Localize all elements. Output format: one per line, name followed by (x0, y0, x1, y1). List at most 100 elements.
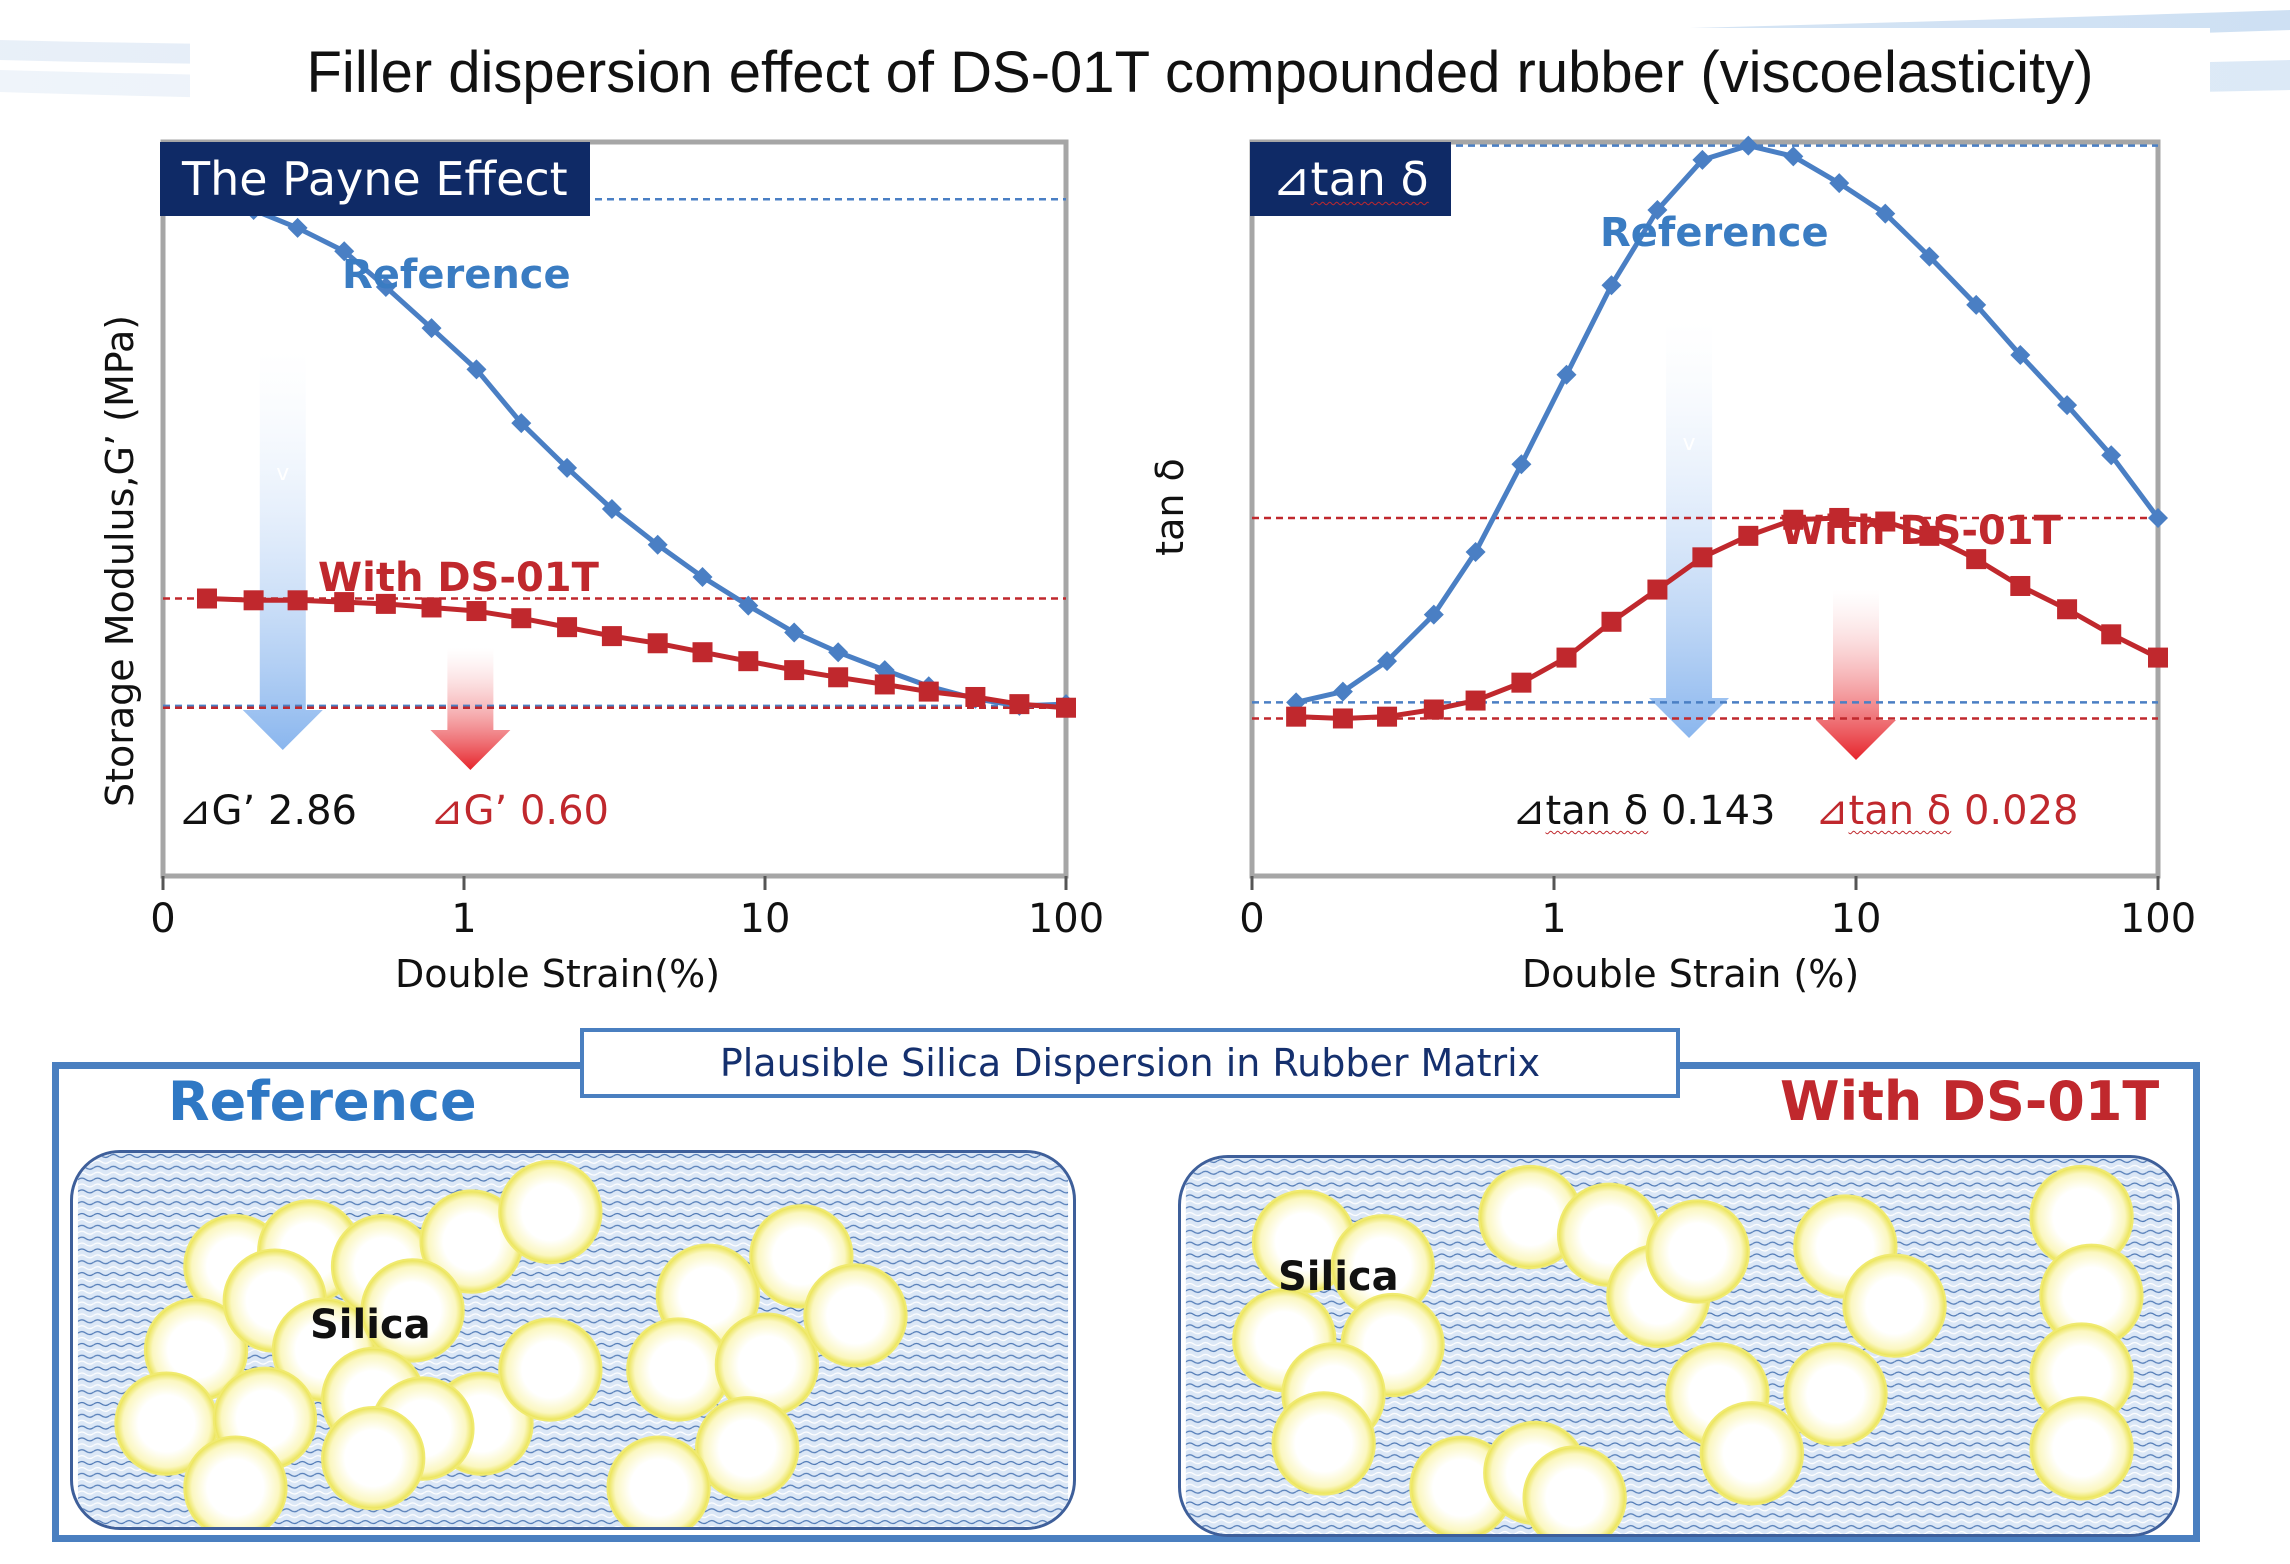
right-delta-reference: ⊿tan δ 0.143 (1512, 788, 1775, 834)
right-reference-point (1829, 173, 1850, 194)
refmat-silica-particle (360, 1258, 465, 1363)
right-ds01t-point (1511, 672, 1532, 693)
dsmat-silica-particle (1522, 1445, 1627, 1534)
delta-ds-word: tan δ (1848, 788, 1952, 834)
left-arrow-glyph: v (276, 461, 289, 486)
left-reference-drop-arrow (242, 350, 323, 750)
right-reference-point (2057, 395, 2078, 416)
right-ds01t-point (1423, 699, 1444, 720)
rubber-matrix-reference (70, 1150, 1076, 1530)
matrix-reference-title: Reference (168, 1070, 477, 1133)
right-ds01t-point (1966, 549, 1987, 570)
right-x-tick-label: 1 (1541, 896, 1566, 942)
right-ds01t-point (1783, 509, 1804, 530)
left-reference-point (334, 241, 355, 262)
left-reference-point (557, 457, 578, 478)
left-delta-ds01t: ⊿G’ 0.60 (430, 788, 610, 834)
left-ds01t-point (918, 681, 939, 702)
right-arrow-glyph: v (1683, 431, 1696, 456)
left-reference-point (784, 622, 805, 643)
right-ds01t-point (2148, 647, 2168, 668)
left-reference-label: Reference (342, 252, 571, 298)
refmat-silica-particle (183, 1435, 288, 1527)
right-ds01t-point (1332, 708, 1353, 729)
badge-delta-symbol: ⊿ (1272, 152, 1311, 206)
right-reference-label: Reference (1600, 210, 1829, 256)
left-ds01t-point (557, 617, 578, 638)
right-reference-point (1511, 454, 1532, 475)
delta-ds-prefix: ⊿ (1815, 788, 1849, 834)
right-reference-line (1295, 143, 2161, 705)
refmat-silica-particle (606, 1435, 711, 1527)
left-ds01t-label: With DS-01T (318, 555, 599, 601)
right-ds01t-point (2057, 599, 2078, 620)
refmat-silica-particle (498, 1159, 603, 1265)
right-ds01t-point (1556, 647, 1577, 668)
right-ds01t-point (1829, 507, 1850, 528)
right-x-tick-label: 0 (1239, 896, 1264, 942)
left-ds01t-point (874, 674, 895, 695)
right-ds01t-point (1919, 525, 1940, 546)
right-ds01t-point (1875, 511, 1896, 532)
right-reference-point (1332, 681, 1353, 702)
left-x-tick-label: 10 (740, 896, 791, 942)
right-reference-point (1556, 364, 1577, 385)
left-x-tick-label: 1 (451, 896, 476, 942)
silica-label-reference: Silica (310, 1302, 431, 1348)
left-ds01t-point (196, 588, 217, 609)
delta-ref-word: tan δ (1545, 788, 1649, 834)
right-x-tick-label: 10 (1831, 896, 1882, 942)
left-ds01t-point (647, 633, 668, 654)
left-ds01t-point (511, 608, 532, 629)
badge-tan-delta: tan δ (1310, 152, 1429, 206)
right-ds01t-point (1738, 525, 1759, 546)
left-ds01t-point (375, 593, 396, 614)
right-reference-point (1465, 541, 1486, 562)
refmat-silica-particle (695, 1396, 800, 1501)
left-x-tick-label: 100 (1028, 896, 1104, 942)
right-reference-point (2101, 445, 2122, 466)
dsmat-silica-particle (2029, 1396, 2134, 1501)
left-plot-frame (160, 139, 1069, 879)
left-ds01t-point (965, 686, 986, 707)
left-reference-point (287, 217, 308, 238)
dsmat-silica-particle (1842, 1253, 1947, 1358)
left-ds01t-point (1056, 697, 1076, 718)
dsmat-silica-particle (1645, 1199, 1750, 1304)
left-reference-point (466, 359, 487, 380)
right-ds01t-point (1465, 690, 1486, 711)
silica-label-ds01t: Silica (1278, 1254, 1399, 1300)
left-ds01t-point (601, 626, 622, 647)
right-ds01t-point (1692, 547, 1713, 568)
left-reference-point (828, 642, 849, 663)
right-ds01t-drop-arrow (1816, 590, 1896, 760)
payne-effect-chart: 0 1 10 100 v (150, 139, 1104, 942)
rubber-matrix-ds01t (1178, 1155, 2180, 1537)
tan-delta-badge: ⊿tan δ (1250, 142, 1451, 216)
left-ds01t-point (692, 642, 713, 663)
right-ds01t-label: With DS-01T (1780, 508, 2061, 554)
right-reference-point (1377, 651, 1398, 672)
left-reference-point (647, 534, 668, 555)
left-ds01t-point (828, 667, 849, 688)
refmat-silica-particle (803, 1263, 908, 1368)
left-reference-point (738, 595, 759, 616)
left-reference-point (601, 499, 622, 519)
left-ds01t-drop-arrow (430, 648, 511, 770)
left-reference-point (421, 318, 442, 339)
silica-dispersion-heading: Plausible Silica Dispersion in Rubber Ma… (580, 1028, 1680, 1098)
right-reference-point (2010, 345, 2031, 366)
right-reference-point (1692, 149, 1713, 170)
right-reference-point (1601, 275, 1622, 296)
refmat-silica-particle (321, 1405, 426, 1511)
right-reference-point (1647, 200, 1668, 221)
delta-ref-prefix: ⊿ (1512, 788, 1546, 834)
right-ds01t-point (2101, 624, 2122, 645)
left-ds01t-point (421, 597, 442, 618)
right-ds01t-point (1647, 579, 1668, 600)
right-reference-point (1738, 135, 1759, 156)
right-ds01t-point (2010, 575, 2031, 596)
delta-ref-value: 0.143 (1660, 788, 1776, 834)
left-reference-point (375, 277, 396, 298)
right-reference-point (1783, 146, 1804, 167)
